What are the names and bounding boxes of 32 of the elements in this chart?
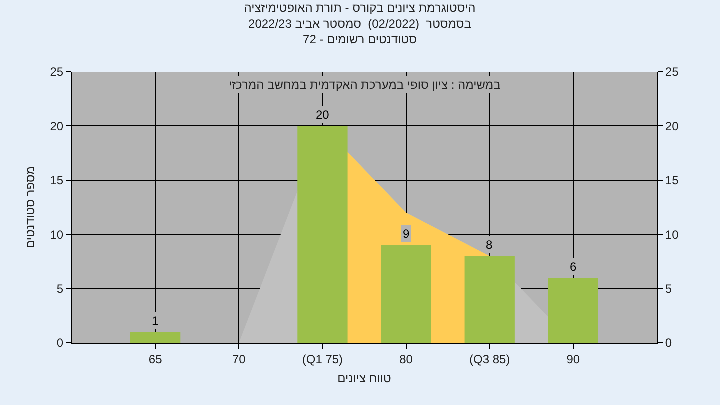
data-label: 20: [316, 108, 330, 122]
data-label: 8: [486, 238, 493, 252]
bar: [548, 278, 598, 343]
data-label: 1: [152, 314, 159, 328]
data-label: 9: [403, 227, 410, 241]
y-tick-label: 0: [56, 336, 64, 350]
y-tick-label: 10: [50, 228, 64, 242]
y-tick-label: 15: [50, 174, 64, 188]
y2-tick-label: 5: [665, 282, 672, 296]
y-tick-label: 25: [50, 65, 64, 80]
x-axis-title: טווח ציונים: [338, 371, 392, 386]
x-tick-label: 90: [566, 352, 580, 366]
bar: [381, 245, 432, 343]
x-tick-label: (Q3 85): [470, 352, 510, 366]
y-axis-title: מספר סטודנטים: [24, 166, 38, 249]
chart-title: היסטוגרמת ציונים בקורס - תורת האופטימיזציה בסמסטר (02/2022) סמסטר אביב 2022/23 סטודנטים רשומים - 72: [244, 1, 476, 46]
x-tick-label: (Q1 75): [302, 352, 344, 366]
bar: [464, 256, 515, 343]
x-tick-label: 65: [148, 352, 163, 366]
x-tick-label: 80: [400, 352, 414, 366]
data-label: 6: [570, 260, 577, 274]
y2-tick-label: 0: [665, 336, 672, 350]
y2-tick-label: 20: [665, 119, 680, 134]
x-tick-label: 70: [232, 352, 246, 366]
annotation: במשימה : ציון סופי במערכת האקדמית במחשב המרכזי: [229, 78, 501, 92]
y-tick-label: 20: [50, 119, 64, 134]
y2-tick-label: 15: [665, 174, 680, 188]
y2-tick-label: 10: [665, 228, 680, 242]
y2-tick-label: 25: [665, 65, 680, 80]
bar: [298, 126, 348, 343]
bar: [130, 332, 181, 343]
y-tick-label: 5: [56, 282, 64, 296]
